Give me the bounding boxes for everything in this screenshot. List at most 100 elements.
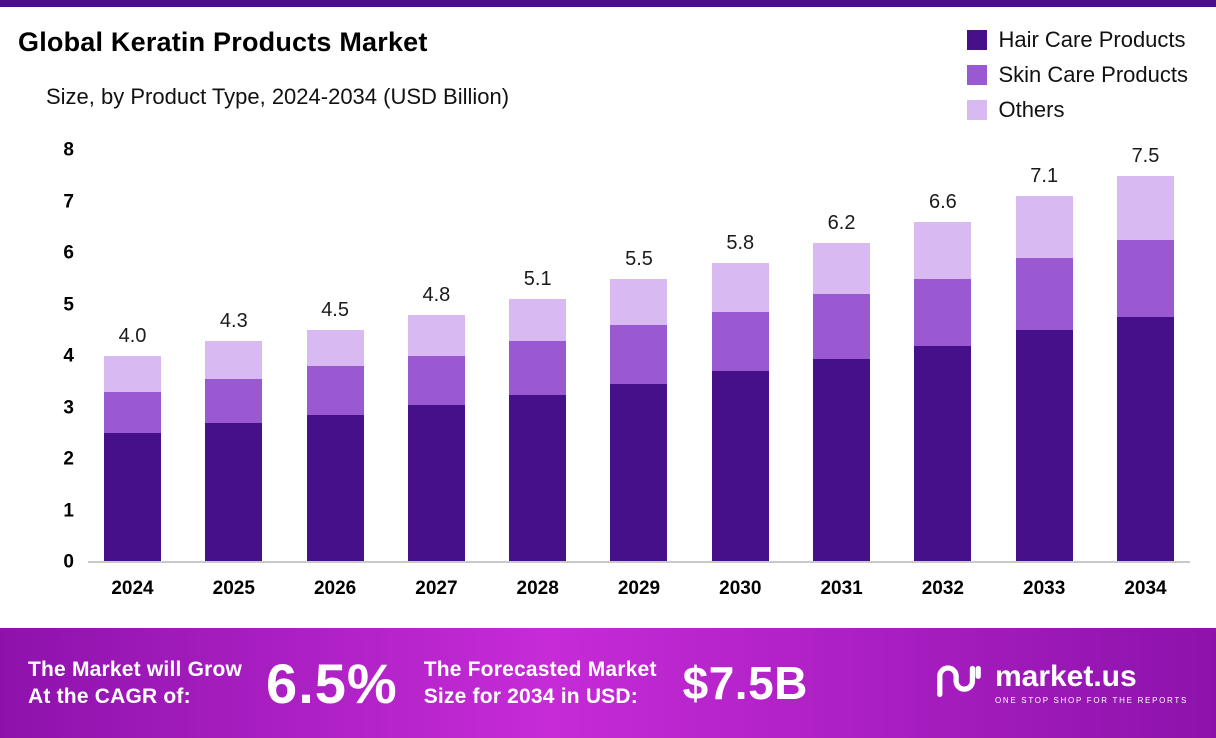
- y-axis: 0 1 2 3 4 5 6 7 8: [36, 141, 74, 572]
- segment-skin-care-products: [509, 340, 567, 395]
- segment-hair-care-products: [610, 384, 668, 562]
- legend-item-skin-care: Skin Care Products: [967, 62, 1188, 88]
- cagr-label: The Market will Grow At the CAGR of:: [28, 656, 242, 711]
- bar-2025: 4.3: [205, 150, 263, 562]
- y-tick-label: 8: [63, 139, 74, 161]
- bar-total-label: 4.0: [118, 325, 147, 347]
- cagr-value: 6.5%: [266, 651, 398, 715]
- segment-hair-care-products: [205, 422, 263, 562]
- bar-2032: 6.6: [914, 150, 972, 562]
- legend-label: Hair Care Products: [998, 27, 1186, 52]
- segment-hair-care-products: [407, 404, 465, 562]
- bars: 4.0 4.3 4.5 4.8 5.1 5.5 5.8 6.2 6.6 7.1 7.5: [88, 145, 1190, 562]
- segment-hair-care-products: [1116, 317, 1174, 562]
- segment-hair-care-products: [509, 394, 567, 562]
- segment-skin-care-products: [914, 278, 972, 346]
- chart-header: Global Keratin Products Market Size, by …: [0, 7, 1216, 144]
- brand-tagline: ONE STOP SHOP FOR THE REPORTS: [994, 695, 1188, 705]
- y-tick-label: 0: [63, 551, 74, 573]
- page-title: Global Keratin Products Market: [18, 27, 428, 57]
- legend-item-hair-care: Hair Care Products: [967, 27, 1188, 53]
- segment-others: [407, 314, 465, 356]
- y-tick-label: 6: [63, 242, 74, 264]
- x-axis: 2024 2025 2026 2027 2028 2029 2030 2031 2032 2033…: [88, 578, 1190, 600]
- bar-2027: 4.8: [407, 150, 465, 562]
- x-tick-label: 2029: [617, 578, 661, 599]
- y-tick-label: 1: [63, 500, 74, 521]
- y-tick-label: 5: [63, 294, 74, 315]
- x-axis-line: [88, 561, 1190, 563]
- legend: Hair Care Products Skin Care Products Ot…: [967, 27, 1188, 123]
- segment-skin-care-products: [104, 392, 161, 434]
- segment-hair-care-products: [914, 345, 972, 562]
- segment-skin-care-products: [711, 312, 769, 372]
- forecast-value: $7.5B: [682, 657, 808, 709]
- forecast-label-line2: Size for 2034 in USD:: [423, 685, 638, 708]
- bar-2031: 6.2: [813, 150, 871, 562]
- segment-skin-care-products: [1015, 258, 1073, 331]
- bar-total-label: 5.8: [726, 232, 755, 255]
- segment-hair-care-products: [104, 433, 161, 562]
- legend-item-others: Others: [967, 97, 1188, 123]
- bar-2024: 4.0: [104, 150, 161, 562]
- segment-skin-care-products: [407, 356, 465, 405]
- bar-2034: 7.5: [1116, 145, 1174, 562]
- x-tick-label: 2025: [212, 578, 255, 599]
- y-tick-label: 2: [63, 448, 74, 470]
- segment-skin-care-products: [1116, 240, 1174, 318]
- segment-hair-care-products: [1015, 330, 1073, 562]
- segment-others: [306, 330, 364, 367]
- segment-others: [205, 340, 263, 380]
- segment-others: [711, 263, 769, 313]
- segment-skin-care-products: [306, 366, 364, 416]
- segment-skin-care-products: [813, 294, 871, 359]
- footer-banner: The Market will Grow At the CAGR of: 6.5…: [0, 628, 1216, 738]
- segment-hair-care-products: [306, 415, 364, 562]
- x-tick-label: 2033: [1023, 578, 1066, 599]
- segment-others: [813, 242, 871, 295]
- segment-others: [509, 299, 567, 341]
- brand-name: market.us: [994, 659, 1137, 693]
- y-tick-label: 4: [63, 345, 74, 367]
- brand-logo: market.us ONE STOP SHOP FOR THE REPORTS: [935, 659, 1188, 705]
- bar-2026: 4.5: [306, 150, 364, 562]
- x-tick-label: 2027: [415, 578, 458, 599]
- y-tick-label: 3: [63, 397, 74, 418]
- legend-swatch-others: [967, 100, 988, 120]
- x-tick-label: 2034: [1124, 578, 1167, 599]
- segment-hair-care-products: [813, 358, 871, 562]
- cagr-label-line2: At the CAGR of:: [28, 685, 191, 708]
- x-tick-label: 2031: [820, 578, 863, 599]
- bar-2029: 5.5: [610, 150, 668, 562]
- segment-others: [610, 278, 668, 326]
- x-tick-label: 2024: [111, 578, 154, 599]
- bar-total-label: 4.8: [422, 283, 451, 306]
- plot-area: 0 1 2 3 4 5 6 7 8 4.0 4.3 4.5 4.8 5.1 5.5 5.8 6.2 6.6 7.1…: [63, 141, 1190, 572]
- bar-total-label: 6.6: [928, 191, 957, 214]
- bar-total-label: 4.5: [321, 299, 349, 322]
- legend-swatch-hair-care: [967, 30, 988, 50]
- forecast-label: The Forecasted Market Size for 2034 in U…: [424, 656, 657, 711]
- bar-total-label: 7.5: [1131, 144, 1160, 167]
- chart: 0 1 2 3 4 5 6 7 8 4.0 4.3 4.5 4.8 5.1 5.5 5.8 6.2 6.6 7.1…: [63, 141, 1190, 572]
- segment-skin-care-products: [610, 325, 668, 385]
- bar-total-label: 5.5: [625, 247, 653, 270]
- segment-others: [1116, 175, 1174, 241]
- bar-total-label: 4.3: [219, 309, 248, 332]
- cagr-label-line1: The Market will Grow: [28, 657, 243, 681]
- bar-2033: 7.1: [1015, 150, 1073, 562]
- x-tick-label: 2026: [313, 578, 357, 599]
- segment-skin-care-products: [205, 379, 263, 423]
- bar-total-label: 7.1: [1030, 165, 1059, 188]
- segment-hair-care-products: [711, 371, 769, 562]
- x-tick-label: 2030: [719, 578, 762, 599]
- bar-total-label: 6.2: [827, 211, 856, 234]
- segment-others: [1015, 196, 1073, 259]
- x-tick-label: 2028: [516, 578, 559, 599]
- legend-label: Others: [998, 97, 1065, 122]
- x-tick-label: 2032: [921, 578, 965, 599]
- legend-label: Skin Care Products: [998, 62, 1188, 87]
- page-subtitle: Size, by Product Type, 2024-2034 (USD Bi…: [46, 84, 510, 109]
- bar-2028: 5.1: [509, 150, 567, 562]
